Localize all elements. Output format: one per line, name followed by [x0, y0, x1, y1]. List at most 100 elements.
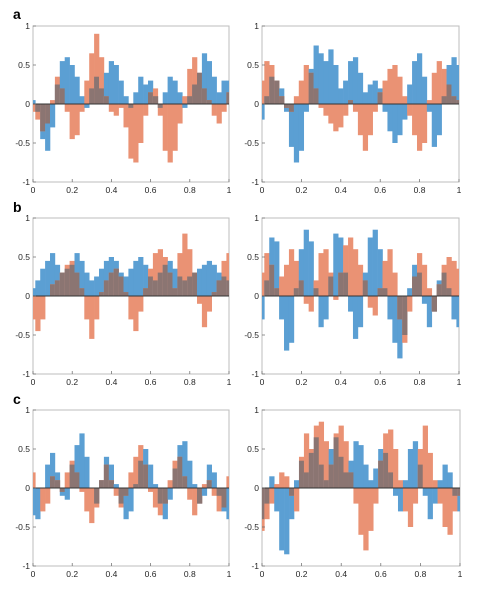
- chart-a-right-bar-overlap-3: [274, 80, 280, 104]
- chart-c-left-bar-blue-17: [113, 484, 119, 488]
- chart-a-right-bar-overlap-24: [377, 92, 383, 104]
- chart-a-right-ytick-label-2: 0: [254, 99, 259, 109]
- chart-a-left-bar-orange-29: [172, 104, 178, 151]
- chart-a-left-bar-orange-22: [138, 104, 144, 143]
- chart-c-right-bar-orange-20: [358, 488, 364, 535]
- chart-b-right-bar-orange-0: [262, 272, 265, 296]
- chart-b-left-bar-overlap-5: [54, 280, 61, 296]
- chart-b-right-bar-blue-4: [279, 296, 285, 320]
- chart-c-left-bar-overlap-18: [118, 488, 124, 504]
- chart-b-left-bar-overlap-16: [108, 272, 114, 296]
- chart-a-right-bar-overlap-38: [446, 84, 452, 104]
- chart-c-left-bar-blue-25: [152, 484, 159, 488]
- chart-a-left-bar-overlap-3: [45, 104, 51, 124]
- chart-a-right-bar-overlap-10: [308, 72, 314, 104]
- chart-b-right-bar-overlap-8: [298, 280, 305, 296]
- chart-a-right-bar-orange-7: [293, 96, 300, 104]
- chart-b-right-bar-orange-25: [382, 260, 388, 296]
- chart-b-left-bar-blue-2: [40, 268, 46, 296]
- chart-c-left-bar-orange-10: [79, 488, 85, 492]
- chart-c-left-bar-blue-3: [45, 464, 51, 488]
- chart-b-left-bar-orange-40: [226, 253, 229, 296]
- chart-b-left-bar-overlap-31: [182, 280, 188, 296]
- chart-c-right-bar-blue-31: [412, 441, 419, 488]
- chart-a-right-ytick-label-0: 1: [254, 21, 259, 31]
- chart-b-right-bar-orange-30: [407, 296, 413, 312]
- chart-c-right-bar-orange-36: [437, 488, 443, 504]
- chart-a-right-bar-orange-8: [298, 80, 305, 104]
- chart-c-right-bar-blue-5: [284, 488, 290, 555]
- chart-a-left-bar-blue-29: [172, 80, 178, 104]
- chart-a-left-bar-blue-22: [138, 76, 144, 104]
- chart-c-right-bar-blue-2: [269, 476, 275, 488]
- chart-a-right-bar-blue-13: [323, 61, 329, 104]
- chart-c-left-ytick-label-3: -0.5: [15, 522, 30, 532]
- chart-b-left-bar-blue-13: [94, 276, 100, 296]
- chart-b-right-bar-blue-34: [426, 296, 433, 328]
- chart-a-right-bar-blue-22: [367, 84, 373, 104]
- chart-b-left-bar-blue-4: [50, 253, 56, 296]
- chart-b-left-bar-blue-22: [138, 257, 144, 296]
- chart-c-right-bar-orange-7: [294, 488, 300, 512]
- chart-b-left-ytick-label-3: -0.5: [15, 330, 30, 340]
- chart-a-left-ytick-label-0: 1: [25, 21, 30, 31]
- chart-c-left-xtick-label-4: 0.8: [184, 569, 196, 579]
- chart-c-right-bar-blue-28: [397, 488, 404, 512]
- chart-b-left-bar-overlap-14: [99, 292, 105, 296]
- chart-a-left-bar-blue-31: [182, 104, 188, 108]
- chart-a-right-bar-blue-25: [382, 104, 388, 112]
- chart-a-left-bar-blue-6: [59, 61, 65, 104]
- chart-a-right-bar-orange-12: [318, 104, 324, 108]
- chart-c-left-bar-overlap-22: [138, 460, 144, 488]
- chart-a-right-bar-blue-9: [303, 104, 309, 112]
- chart-b-right-bar-orange-1: [264, 253, 270, 296]
- chart-a-right-bar-blue-21: [362, 92, 369, 104]
- chart-b-left-bar-overlap-25: [152, 280, 159, 296]
- chart-a-left-xtick-label-4: 0.8: [184, 185, 196, 195]
- chart-b-left-bar-orange-36: [206, 296, 212, 312]
- chart-b-right-bar-blue-22: [367, 237, 373, 296]
- chart-c-right-bar-overlap-16: [338, 456, 344, 488]
- chart-b-right-bar-orange-34: [426, 288, 433, 296]
- chart-c-left-bar-overlap-9: [74, 472, 80, 488]
- chart-a-right-bar-blue-7: [293, 104, 300, 163]
- chart-b-right-bar-orange-17: [343, 245, 349, 296]
- chart-b-right-bar-blue-8: [298, 249, 305, 296]
- chart-a-left-bar-blue-7: [64, 57, 70, 104]
- chart-a-right-bar-blue-31: [412, 61, 418, 104]
- chart-b-right-bar-orange-19: [352, 249, 359, 296]
- chart-a-left-bar-orange-32: [187, 68, 193, 104]
- chart-c-right-bar-orange-39: [452, 488, 458, 512]
- chart-a-left-bar-blue-30: [177, 92, 183, 104]
- chart-c-left-xtick-label-5: 1: [227, 569, 232, 579]
- chart-a-left-bar-blue-9: [74, 76, 80, 104]
- chart-c-right-ytick-label-2: 0: [254, 483, 259, 493]
- chart-c-left-xtick-label-3: 0.6: [145, 569, 157, 579]
- chart-a-right-bar-blue-34: [426, 104, 433, 112]
- chart-c-right-bar-blue-22: [368, 480, 374, 488]
- chart-a-left-bar-overlap-13: [94, 76, 100, 104]
- chart-a-left-bar-blue-23: [143, 84, 149, 104]
- chart-b-right-bar-blue-18: [348, 296, 354, 312]
- chart-a-left-bar-blue-4: [50, 104, 56, 128]
- chart-c-left-bar-orange-24: [148, 488, 154, 492]
- chart-c-left-bar-overlap-16: [108, 480, 114, 488]
- chart-c-left-bar-overlap-29: [172, 468, 178, 488]
- chart-b-left-bar-blue-20: [128, 268, 134, 296]
- chart-c-right-bar-orange-37: [442, 488, 448, 527]
- charts-group: 10.50-0.5-10 0.2 0.4 0.6 0.8 110.50-0.5-10 0.2…: [15, 21, 462, 579]
- chart-a-left-bar-blue-21: [133, 92, 139, 104]
- chart-b-left-bar-overlap-27: [162, 264, 168, 296]
- chart-b-left-bar-overlap-7: [64, 268, 70, 296]
- chart-c-left-bar-blue-0: [33, 488, 36, 516]
- chart-c-right-bar-overlap-6: [289, 488, 295, 496]
- chart-b-right-bar-blue-33: [421, 296, 428, 304]
- chart-c-left-bar-overlap-19: [123, 488, 129, 496]
- chart-c-right: 10.50-0.5-10 0.2 0.4 0.6 0.8 1: [244, 405, 462, 579]
- chart-b-left-bar-overlap-6: [59, 272, 65, 296]
- chart-c-left-bar-blue-7: [64, 488, 70, 500]
- chart-a-right-bar-orange-0: [262, 80, 265, 104]
- chart-c-left-bar-overlap-34: [197, 488, 203, 504]
- chart-c-left-bar-orange-17: [113, 488, 119, 496]
- chart-c-right-xtick-label-5: 1: [458, 569, 463, 579]
